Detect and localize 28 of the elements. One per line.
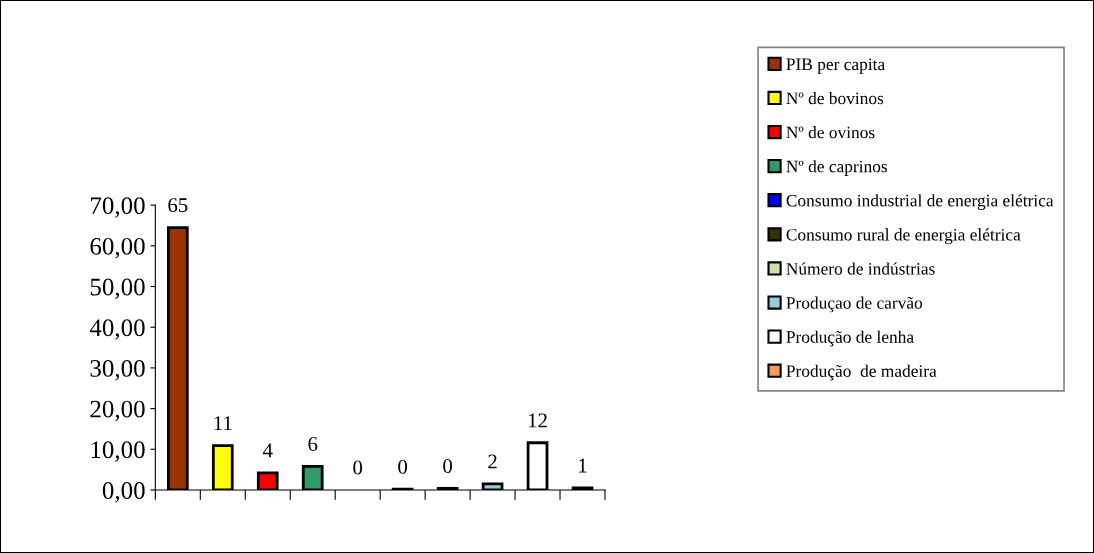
y-tick-label: 20,00 — [90, 400, 145, 422]
legend-label: Nº de bovinos — [786, 91, 884, 105]
y-tick-label: 40,00 — [89, 319, 145, 340]
data-label: 12 — [528, 413, 547, 428]
data-label: 11 — [214, 416, 232, 431]
legend-label: PIB per capita — [786, 58, 885, 74]
legend-label: Número de indústrias — [786, 262, 935, 275]
legend-label: Consumo industrial de energia elétrica — [786, 194, 1054, 211]
data-label: 0 — [443, 458, 453, 473]
legend-label: Produção de madeira — [786, 364, 937, 381]
y-tick-label: 30,00 — [90, 359, 145, 381]
legend-label: Nº de ovinos — [786, 126, 875, 139]
y-tick-label: 50,00 — [90, 278, 145, 300]
data-label: 4 — [262, 443, 273, 458]
data-label: 2 — [488, 454, 497, 469]
data-label: 1 — [579, 458, 587, 473]
data-label: 0 — [398, 459, 408, 474]
y-tick-label: 70,00 — [91, 197, 145, 218]
y-tick-label: 60,00 — [90, 237, 145, 259]
data-label: 6 — [308, 437, 318, 452]
data-label: 65 — [168, 198, 188, 213]
y-tick-label: 0,00 — [102, 482, 145, 503]
legend-label: Consumo rural de energia elétrica — [786, 228, 1021, 245]
legend-label: Produçao de carvão — [786, 296, 923, 313]
y-tick-label: 10,00 — [91, 441, 145, 462]
data-label: 0 — [353, 460, 363, 475]
legend-label: Produção de lenha — [786, 330, 914, 347]
legend-label: Nº de caprinos — [786, 160, 888, 176]
